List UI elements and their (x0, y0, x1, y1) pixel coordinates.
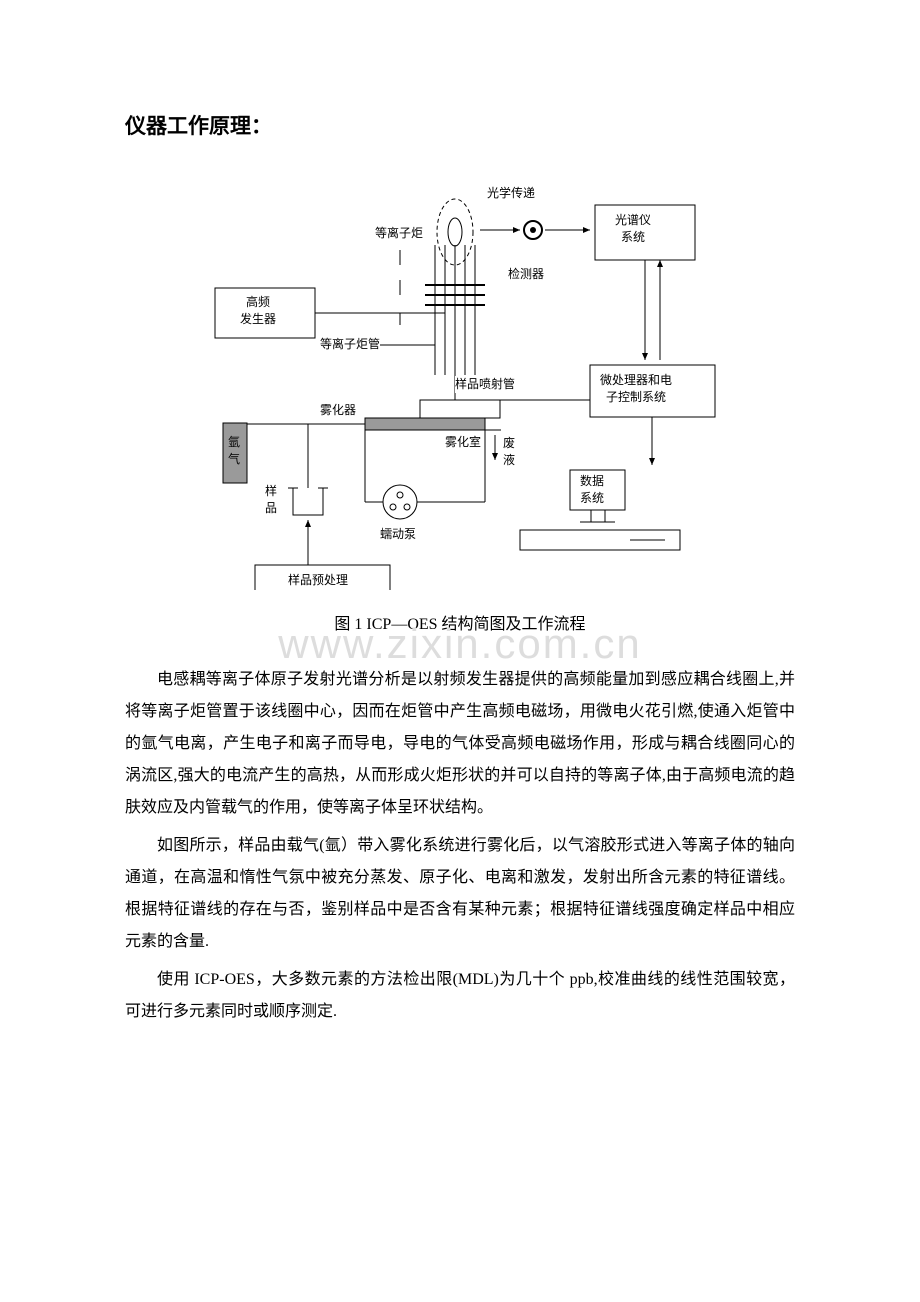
label-argon: 氩 气 (228, 434, 240, 468)
label-sample: 样 品 (265, 483, 277, 517)
label-detector: 检测器 (508, 266, 544, 283)
label-data-system: 数据 系统 (580, 473, 604, 507)
diagram-container: 光学传递 等离子炬 检测器 光谱仪 系统 高频 发生器 等离子炬管 样品喷射管 … (125, 170, 805, 590)
label-plasma-torch: 等离子炬 (375, 225, 423, 242)
watermark: www.zixin.com.cn (278, 620, 641, 668)
label-waste: 废 液 (503, 435, 515, 469)
paragraph-1: 电感耦等离子体原子发射光谱分析是以射频发生器提供的高频能量加到感应耦合线圈上,并… (125, 664, 795, 824)
page-heading: 仪器工作原理： (125, 110, 795, 140)
paragraph-3: 使用 ICP-OES，大多数元素的方法检出限(MDL)为几十个 ppb,校准曲线… (125, 964, 795, 1028)
label-sample-pretreatment: 样品预处理 (288, 572, 348, 589)
label-spectrometer: 光谱仪 系统 (615, 212, 651, 246)
label-optical-transfer: 光学传递 (487, 185, 535, 202)
label-spray-chamber: 雾化室 (445, 434, 481, 451)
label-nebulizer: 雾化器 (320, 402, 356, 419)
label-peristaltic-pump: 蠕动泵 (380, 526, 416, 543)
label-torch-tube: 等离子炬管 (320, 336, 380, 353)
label-sample-injector: 样品喷射管 (455, 376, 515, 393)
label-microprocessor: 微处理器和电 子控制系统 (600, 372, 672, 406)
label-rf-generator: 高频 发生器 (240, 294, 276, 328)
paragraph-2: 如图所示，样品由载气(氩）带入雾化系统进行雾化后，以气溶胶形式进入等离子体的轴向… (125, 830, 795, 958)
